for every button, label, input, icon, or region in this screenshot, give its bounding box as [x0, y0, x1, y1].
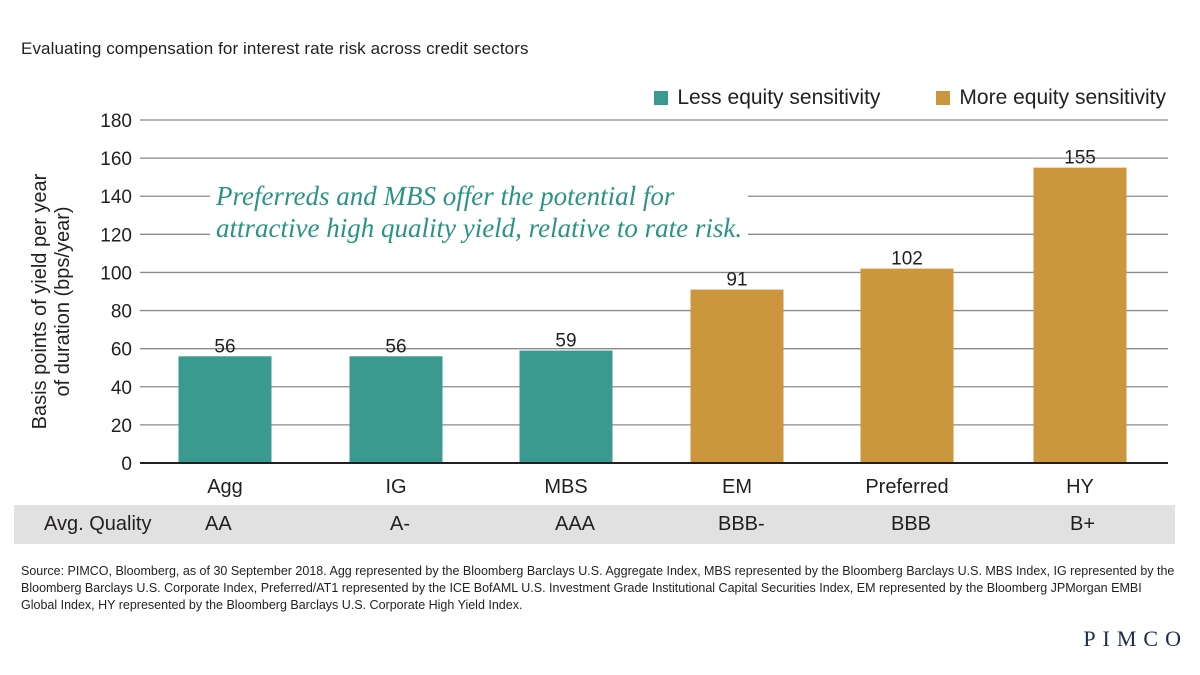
y-tick-label: 100 [100, 263, 132, 284]
quality-value-agg: AA [205, 513, 232, 535]
y-tick-label: 120 [100, 225, 132, 246]
bar-mbs [519, 350, 613, 463]
source-footnote: Source: PIMCO, Bloomberg, as of 30 Septe… [21, 564, 1175, 612]
avg-quality-label: Avg. Quality [44, 513, 152, 535]
category-label-mbs: MBS [544, 476, 587, 498]
y-tick-label: 40 [111, 378, 132, 399]
quality-value-mbs: AAA [555, 513, 596, 535]
y-tick-label: 140 [100, 187, 132, 208]
legend-swatch-gold [936, 91, 951, 105]
quality-value-hy: B+ [1070, 513, 1096, 535]
legend-item-more-equity: More equity sensitivity [936, 86, 1166, 110]
y-tick-label: 180 [100, 111, 132, 132]
category-labels: Agg IG MBS EM Preferred HY [207, 476, 1094, 498]
category-label-ig: IG [385, 476, 406, 498]
y-tick-label: 0 [121, 454, 132, 475]
legend-label: Less equity sensitivity [677, 86, 881, 109]
pimco-logo: PIMCO [1083, 626, 1188, 651]
gridlines [140, 119, 1168, 426]
y-tick-label: 80 [111, 302, 132, 323]
category-label-preferred: Preferred [865, 476, 948, 498]
value-label-ig: 56 [385, 336, 406, 357]
y-tick-label: 60 [111, 340, 132, 361]
value-label-em: 91 [726, 270, 747, 291]
avg-quality-row: Avg. Quality AA A- AAA BBB- BBB B+ [14, 505, 1175, 544]
bars [178, 167, 1127, 463]
annotation-line2: attractive high quality yield, relative … [216, 213, 743, 243]
bar-ig [349, 356, 443, 463]
value-label-hy: 155 [1064, 148, 1096, 169]
quality-value-preferred: BBB [891, 513, 932, 535]
chart-title: Evaluating compensation for interest rat… [21, 39, 529, 58]
annotation-line1: Preferreds and MBS offer the potential f… [216, 181, 675, 211]
quality-value-em: BBB- [718, 513, 765, 535]
legend-swatch-teal [654, 91, 669, 105]
bar-preferred [860, 268, 954, 463]
value-label-mbs: 59 [555, 331, 576, 352]
y-tick-label: 160 [100, 149, 132, 170]
y-axis-ticks: 0 20 40 60 80 100 120 140 160 180 [100, 111, 132, 475]
y-axis-label-line1: Basis points of yield per year [29, 173, 51, 429]
value-label-preferred: 102 [891, 249, 923, 270]
category-label-agg: Agg [207, 476, 243, 498]
value-label-agg: 56 [214, 336, 235, 357]
bar-em [690, 289, 784, 463]
legend-label: More equity sensitivity [959, 86, 1166, 109]
y-tick-label: 20 [111, 416, 132, 437]
legend: Less equity sensitivity More equity sens… [654, 86, 1166, 110]
value-labels: 56 56 59 91 102 155 [214, 148, 1095, 358]
annotation-callout: Preferreds and MBS offer the potential f… [210, 180, 749, 244]
category-label-hy: HY [1066, 476, 1094, 498]
legend-item-less-equity: Less equity sensitivity [654, 86, 880, 110]
bar-agg [178, 356, 272, 463]
y-axis-label-line2: of duration (bps/year) [52, 206, 74, 396]
quality-value-ig: A- [390, 513, 410, 535]
bar-hy [1033, 167, 1127, 463]
category-label-em: EM [722, 476, 752, 498]
